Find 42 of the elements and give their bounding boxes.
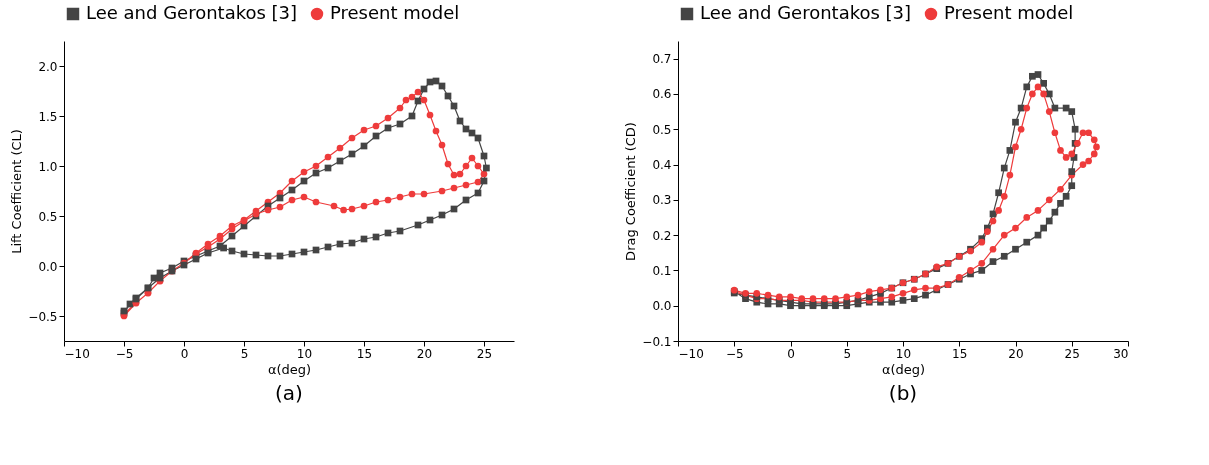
x-tick-label: 10 <box>296 346 313 361</box>
y-tick-label: 1.5 <box>38 109 58 124</box>
legend-label: Lee and Gerontakos [3] <box>86 2 298 23</box>
y-axis-title: Drag Coefficient (CD) <box>623 122 639 261</box>
x-tick-label: 15 <box>356 346 373 361</box>
x-axis-title: α(deg) <box>267 361 312 377</box>
x-tick-label: −10 <box>678 346 704 361</box>
text: (a) <box>275 381 303 405</box>
x-tick-label: 25 <box>1064 346 1080 361</box>
y-axis-title: Lift Coefficient (CL) <box>9 129 25 254</box>
y-tick-label: −0.5 <box>28 309 58 324</box>
legend-label: Lee and Gerontakos [3] <box>700 2 912 23</box>
y-tick-label: 2.0 <box>38 59 58 74</box>
x-tick-label: −5 <box>115 346 134 361</box>
x-tick-label: 0 <box>787 346 795 361</box>
y-tick-label: 0.2 <box>652 228 672 243</box>
y-tick-label: 0.5 <box>38 209 58 224</box>
y-tick-label: 0.3 <box>652 193 672 208</box>
y-tick-label: 0.1 <box>652 263 672 278</box>
x-tick-label: −5 <box>725 346 744 361</box>
legend-label: Present model <box>944 2 1074 23</box>
y-tick-label: 0.7 <box>652 52 672 67</box>
y-tick-label: 0.0 <box>652 299 672 314</box>
y-tick-label: 1.0 <box>38 159 58 174</box>
x-tick-label: 30 <box>1113 346 1129 361</box>
x-tick-label: −10 <box>64 346 90 361</box>
y-tick-label: 0.6 <box>652 87 672 102</box>
x-tick-label: 10 <box>895 346 912 361</box>
x-tick-label: 20 <box>416 346 433 361</box>
x-tick-label: 15 <box>952 346 968 361</box>
legend-label: Present model <box>330 2 460 23</box>
y-tick-label: −0.1 <box>642 334 672 349</box>
x-tick-label: 5 <box>240 346 249 361</box>
x-tick-label: 25 <box>476 346 493 361</box>
x-axis-title: α(deg) <box>881 361 926 377</box>
x-tick-label: 20 <box>1008 346 1024 361</box>
x-tick-label: 0 <box>180 346 189 361</box>
x-tick-label: 5 <box>843 346 852 361</box>
y-tick-label: 0.0 <box>38 259 58 274</box>
y-tick-label: 0.5 <box>652 122 672 137</box>
y-tick-label: 0.4 <box>652 158 672 173</box>
text: (b) <box>888 381 918 405</box>
